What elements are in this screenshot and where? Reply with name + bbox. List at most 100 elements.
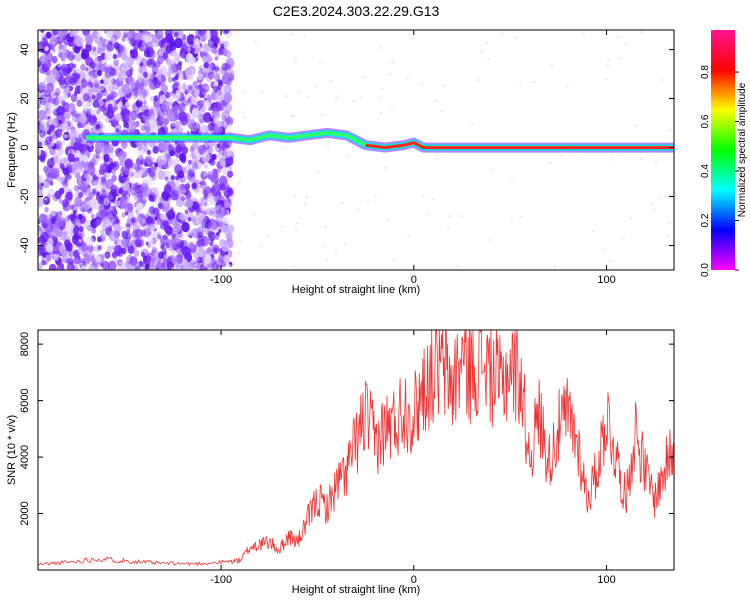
spectrogram-cell [237, 181, 241, 184]
spectrogram-cell [113, 223, 121, 233]
spectrogram-cell [60, 220, 65, 226]
spectrogram-cell [649, 202, 653, 205]
spectrogram-cell [140, 125, 146, 131]
spectrogram-cell [292, 195, 296, 198]
spectrogram-cell [345, 155, 349, 158]
spectrogram-cell [162, 117, 169, 126]
spectrogram-cell [334, 249, 338, 252]
spectrogram-cell [94, 219, 102, 228]
spectrogram-cell [138, 94, 144, 102]
spectrogram-cell [65, 165, 73, 174]
spectrogram-cell [185, 232, 189, 237]
spectrogram-cell [379, 46, 383, 49]
spectrogram-cell [130, 110, 138, 121]
spectrogram-cell [87, 88, 94, 96]
spectrogram-cell [69, 77, 76, 86]
spectrogram-cell [97, 91, 104, 99]
spectrogram-cell [200, 235, 210, 247]
spectrogram-cell [64, 47, 68, 50]
spectrogram-cell [118, 74, 125, 82]
spectrogram-cell [114, 106, 119, 111]
spectrogram-cell [194, 264, 198, 267]
spectrogram-cell [71, 161, 80, 171]
spectrogram-cell [92, 189, 97, 195]
spectrogram-cell [38, 174, 43, 185]
spectrogram-cell [89, 69, 98, 81]
spectrogram-cell [201, 55, 208, 63]
spectrogram-cell [184, 209, 189, 215]
spectrogram-cell [88, 264, 95, 270]
x-tick-label: -100 [210, 274, 232, 286]
spectrogram-cell [38, 262, 43, 270]
spectrogram-cell [173, 228, 177, 231]
spectrogram-cell [225, 94, 232, 103]
spectrogram-cell [210, 95, 214, 100]
spectrogram-cell [667, 221, 671, 224]
spectrogram-cell [112, 53, 118, 60]
spectrogram-cell [54, 219, 62, 229]
spectrogram-cell [117, 101, 123, 108]
spectrogram-cell [69, 32, 74, 38]
spectrogram-cell [72, 63, 77, 69]
spectrogram-cell [191, 47, 196, 53]
spectrogram-cell [107, 260, 117, 270]
spectrogram-cell [131, 122, 137, 130]
spectrogram-cell [104, 51, 112, 61]
spectrogram-cell [155, 106, 160, 112]
spectrogram-cell [133, 249, 140, 257]
spectrogram-cell [111, 34, 118, 44]
spectrogram-cell [52, 96, 56, 99]
spectrogram-cell [152, 76, 159, 85]
spectrogram-cell [158, 30, 164, 36]
spectrogram-frame [37, 29, 675, 271]
spectrogram-cell [98, 197, 105, 205]
spectrogram-cell [189, 152, 195, 159]
spectrogram-cell [105, 178, 114, 190]
spectrogram-cell [384, 166, 388, 169]
spectrogram-cell [156, 115, 163, 122]
spectrogram-cell [203, 253, 212, 265]
spectrogram-cell [120, 140, 128, 150]
spectrogram-cell [89, 198, 99, 210]
spectrogram-cell [159, 94, 166, 102]
spectrogram-cell [206, 93, 211, 99]
spectrogram-cell [48, 263, 57, 270]
spectrogram-cell [425, 213, 429, 216]
spectrogram-cell [153, 95, 159, 102]
ridge-peak [365, 141, 674, 150]
spectrogram-cell [85, 66, 89, 72]
spectrogram-cell [188, 241, 195, 250]
spectrogram-cell [102, 232, 107, 238]
spectrogram-cell [211, 182, 215, 185]
spectrogram-panel: -100 0 100 -40 -20 0 20 40 Height of straight l… [6, 29, 675, 296]
spectrogram-cell [113, 240, 118, 245]
spectrogram-cell [111, 251, 118, 259]
spectrogram-cell [149, 95, 155, 102]
x-tick-label: 100 [597, 274, 615, 286]
spectrogram-cell [154, 194, 162, 203]
spectrogram-cell [182, 81, 188, 88]
spectrogram-cell [130, 190, 134, 193]
spectrogram-cell [228, 263, 232, 266]
spectrogram-cell [75, 157, 79, 162]
spectrogram-cell [171, 267, 175, 270]
spectrogram-cell [225, 57, 229, 60]
spectrogram-cell [220, 221, 229, 233]
spectrogram-cell [149, 64, 153, 67]
spectrogram-cell [320, 113, 324, 116]
spectrogram-cell [379, 112, 383, 115]
spectrogram-cell [75, 68, 81, 75]
spectrogram-cell [198, 215, 207, 226]
spectrogram-cell [109, 63, 114, 68]
spectrogram-cell [85, 44, 92, 52]
colorbar: 0.0 0.2 0.4 0.6 0.8 Normalized spectral ampl… [700, 30, 748, 277]
spectrogram-cell [380, 88, 384, 91]
spectrogram-cell [140, 104, 150, 115]
colorbar-tick-label: 0.8 [700, 65, 711, 79]
spectrogram-cell [441, 84, 445, 87]
spectrogram-cell [49, 210, 59, 222]
spectrogram-cell [193, 251, 199, 259]
spectrogram-cell [95, 123, 101, 130]
spectrogram-cell [136, 143, 143, 151]
spectrogram-cell [40, 33, 44, 36]
